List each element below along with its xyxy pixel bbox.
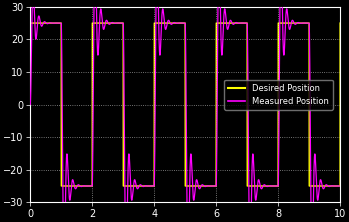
Legend: Desired Position, Measured Position: Desired Position, Measured Position <box>224 79 333 110</box>
